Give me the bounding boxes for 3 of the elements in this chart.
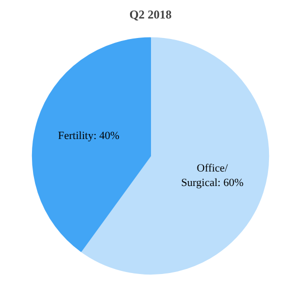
chart-title: Q2 2018 (129, 8, 172, 22)
slice-label: Fertility: 40% (58, 130, 120, 142)
slice-label: Office/ Surgical: 60% (181, 162, 244, 190)
